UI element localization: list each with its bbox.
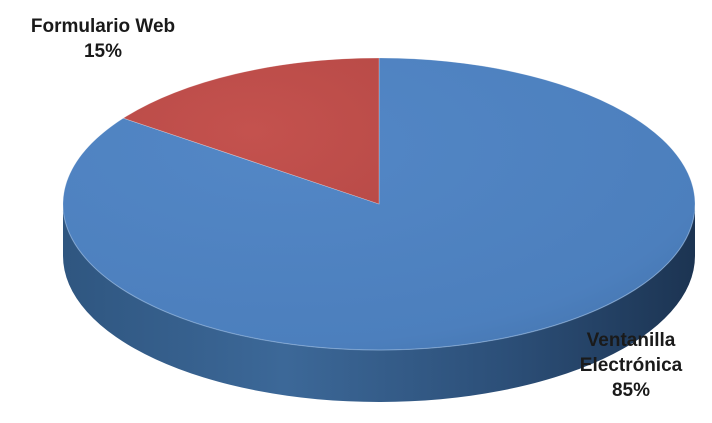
slice-percent: 15% [83, 41, 123, 62]
slice-name-line-1: Formulario Web [30, 16, 176, 37]
pie-side-wall [63, 204, 695, 402]
slice-name-line-1: Ventanilla [586, 330, 676, 351]
slice-name-line-2: Electrónica [579, 355, 683, 376]
slice-label-ventanilla-electronica: Ventanilla Electrónica 85% [571, 328, 691, 403]
slice-label-formulario-web: Formulario Web 15% [8, 14, 198, 64]
slice-percent: 85% [611, 380, 651, 401]
pie-slice-1 [122, 57, 380, 205]
pie-rim-highlight [62, 211, 696, 351]
